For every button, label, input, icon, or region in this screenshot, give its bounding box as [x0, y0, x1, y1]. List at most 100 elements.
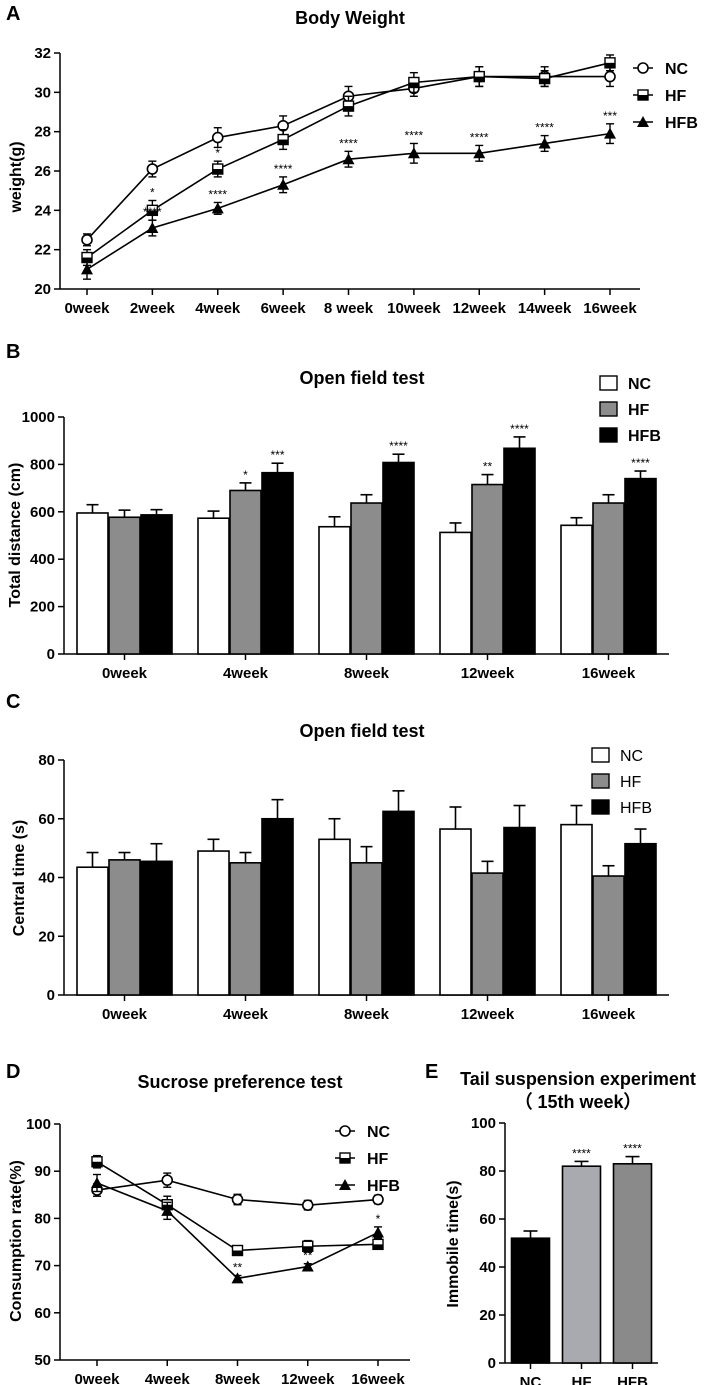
chart-subtitle: （ 15th week）: [514, 1092, 641, 1112]
data-point-HF-fill: [605, 62, 615, 68]
y-tick-label: 40: [38, 870, 55, 887]
y-tick-label: 60: [479, 1211, 496, 1228]
significance-marker: **: [303, 1249, 313, 1263]
significance-marker: *: [376, 1212, 381, 1226]
x-tick-label: 4week: [223, 1006, 269, 1023]
x-tick-label: 12week: [453, 300, 507, 317]
chart-title: Body Weight: [295, 8, 405, 28]
significance-marker: ****: [572, 1146, 591, 1160]
y-tick-label: 80: [38, 752, 55, 769]
y-tick-label: 20: [38, 928, 55, 945]
panel-letter-d: D: [6, 1061, 20, 1083]
bar-HF: [229, 489, 262, 655]
y-tick-label: 800: [30, 456, 55, 473]
y-tick-label: 70: [34, 1258, 51, 1275]
y-tick-label: 0: [488, 1355, 496, 1372]
bar-HF: [471, 872, 504, 996]
y-tick-label: 40: [479, 1259, 496, 1276]
y-tick-label: 90: [34, 1163, 51, 1180]
significance-marker: ***: [270, 448, 284, 462]
data-point-HF-fill: [302, 1246, 313, 1252]
significance-marker: ****: [510, 422, 529, 436]
y-tick-label: 100: [471, 1115, 496, 1132]
data-point-HFB: [211, 202, 224, 214]
y-tick-label: 0: [47, 987, 55, 1004]
legend-label: HFB: [620, 800, 652, 817]
legend-marker-HF-fill: [638, 95, 648, 100]
bar-HF: [108, 859, 141, 996]
bar-HF: [350, 502, 383, 655]
bar-HFB: [140, 514, 173, 655]
bar-HFB: [140, 860, 173, 996]
y-axis-label: Immobile time(s): [445, 1180, 462, 1307]
x-tick-label: 4week: [223, 665, 269, 682]
x-tick-label: 6week: [261, 300, 307, 317]
x-tick-label: 16week: [351, 1371, 405, 1385]
significance-marker: ****: [631, 456, 650, 470]
legend-marker-NC: [339, 1125, 351, 1137]
bar-NC: [510, 1237, 551, 1364]
bar-HFB: [382, 461, 415, 655]
data-point-HF-fill: [408, 82, 419, 88]
chart-title: Sucrose preference test: [137, 1072, 342, 1092]
x-tick-label: 4week: [195, 300, 241, 317]
data-point-NC: [604, 70, 616, 83]
x-tick-label: 2week: [130, 300, 176, 317]
chart-title: Open field test: [299, 721, 424, 741]
significance-marker: ****: [405, 128, 424, 142]
legend-swatch-HFB: [591, 799, 610, 815]
data-point-NC: [81, 234, 93, 246]
legend-label: NC: [665, 61, 689, 78]
x-tick-label: 14week: [518, 300, 572, 317]
x-tick-label: 0week: [74, 1371, 120, 1385]
legend-label: HFB: [628, 428, 661, 445]
data-point-HFB: [473, 147, 486, 159]
x-tick-label: 16week: [582, 1006, 636, 1023]
data-point-NC: [231, 1193, 244, 1206]
y-axis-label: Total distance (cm): [7, 463, 24, 608]
panel-letter-b: B: [6, 341, 20, 363]
y-tick-label: 24: [34, 202, 51, 219]
data-point-HFB: [231, 1272, 244, 1284]
y-tick-label: 60: [34, 1305, 51, 1322]
series-line-HF: [96, 1161, 379, 1252]
y-tick-label: 80: [479, 1163, 496, 1180]
bar-NC: [560, 823, 593, 996]
data-point-HF-fill: [92, 1161, 102, 1167]
y-tick-label: 50: [34, 1352, 51, 1369]
data-point-HFB: [604, 127, 616, 139]
significance-marker: ****: [470, 130, 489, 144]
bar-NC: [318, 838, 351, 996]
significance-marker: ****: [623, 1142, 642, 1156]
bar-HFB: [624, 842, 657, 996]
legend-label: HFB: [665, 115, 698, 132]
y-tick-label: 80: [34, 1210, 51, 1227]
legend-marker-HFB: [637, 116, 649, 127]
data-point-NC: [146, 163, 159, 175]
data-point-HF-fill: [212, 169, 223, 175]
significance-marker: ***: [603, 109, 617, 123]
bar-HF: [592, 502, 625, 655]
data-point-HFB: [538, 137, 551, 149]
data-point-HF-fill: [373, 1244, 383, 1250]
significance-marker: *: [215, 146, 220, 160]
y-tick-label: 32: [34, 45, 51, 62]
data-point-HFB: [91, 1177, 103, 1188]
bar-NC: [76, 866, 109, 996]
data-point-HFB: [407, 147, 420, 159]
x-tick-label: 12week: [461, 665, 515, 682]
data-point-HF-fill: [539, 78, 550, 84]
data-point-NC: [211, 131, 224, 144]
data-point-HF-fill: [278, 139, 289, 145]
data-point-HF-fill: [343, 106, 354, 112]
bar-HFB: [503, 447, 536, 655]
x-tick-label: 16week: [583, 300, 637, 317]
legend-label: HF: [628, 402, 650, 419]
data-point-NC: [301, 1199, 314, 1211]
legend-swatch-HFB: [599, 427, 618, 443]
bar-NC: [318, 525, 351, 655]
significance-marker: ****: [339, 136, 358, 150]
bar-HF: [592, 875, 625, 996]
data-point-HFB: [342, 153, 355, 165]
